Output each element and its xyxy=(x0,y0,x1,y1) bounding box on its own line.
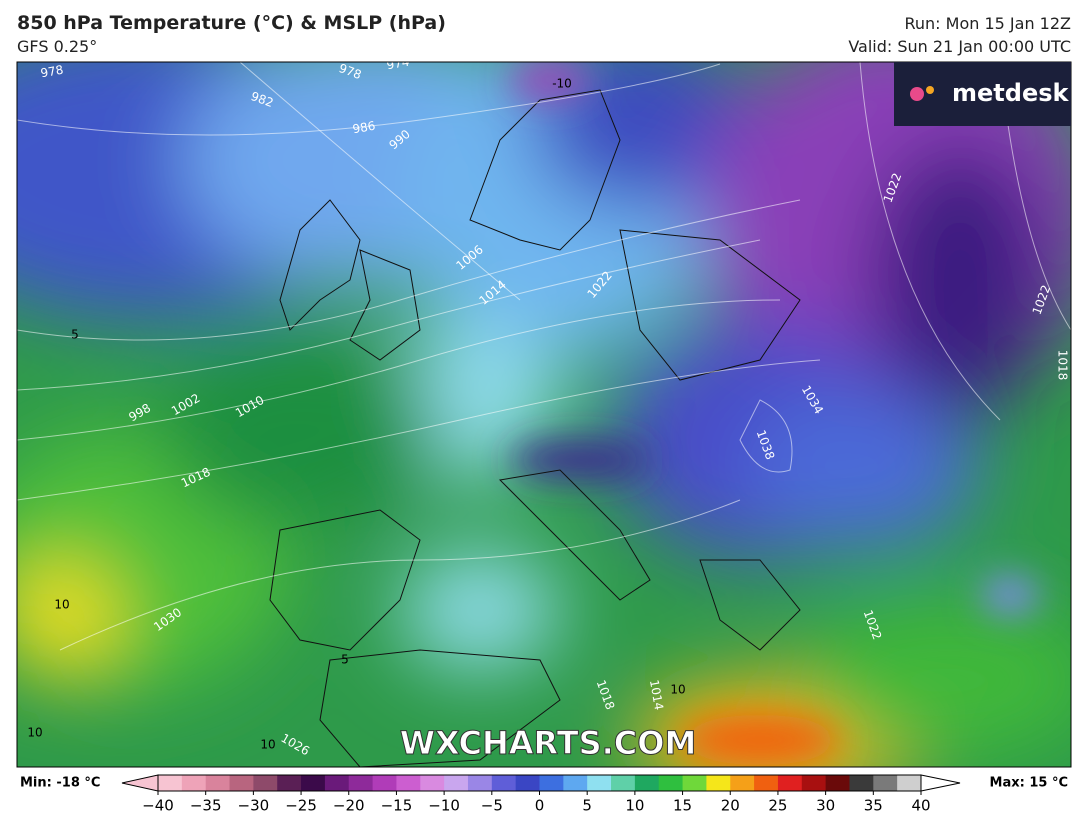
colorbar-segment xyxy=(897,775,922,791)
colorbar-segment xyxy=(587,775,612,791)
colorbar-segment xyxy=(205,775,231,791)
map-frame xyxy=(16,61,1072,768)
colorbar: −40 −35 −30 −25 −20 −15 −10 −5 0 5 10 15 20 25 30 35 40 xyxy=(121,774,961,815)
colorbar-tick-label: −15 xyxy=(381,797,413,815)
colorbar-segment xyxy=(730,775,755,791)
colorbar-segment xyxy=(682,775,707,791)
watermark: WXCHARTS.COM xyxy=(400,724,697,762)
colorbar-tick-label: −30 xyxy=(238,797,270,815)
colorbar-segment xyxy=(253,775,278,791)
colorbar-min: Min: -18 °C xyxy=(20,776,100,791)
colorbar-segment xyxy=(181,775,207,791)
colorbar-segment xyxy=(777,775,803,791)
isobars xyxy=(17,62,1071,651)
colorbar-tick-label: −10 xyxy=(428,797,460,815)
temperature-label: 10 xyxy=(260,738,275,752)
coastlines xyxy=(269,89,801,767)
colorbar-segment xyxy=(634,775,660,791)
logo-text: metdesk xyxy=(952,79,1070,107)
colorbar-segment xyxy=(658,775,684,791)
run-time: Run: Mon 15 Jan 12Z xyxy=(904,14,1072,33)
colorbar-segment xyxy=(301,775,326,791)
colorbar-segment xyxy=(491,775,517,791)
colorbar-tick-label: 20 xyxy=(721,797,740,815)
colorbar-tick-label: 15 xyxy=(673,797,692,815)
colorbar-segment xyxy=(801,775,827,791)
isobar-label: 1014 xyxy=(647,679,666,712)
colorbar-segment xyxy=(611,775,636,791)
colorbar-segment xyxy=(706,775,731,791)
temperature-label: 10 xyxy=(27,726,42,740)
colorbar-tick-label: −20 xyxy=(333,797,365,815)
colorbar-tick-label: 5 xyxy=(582,797,592,815)
colorbar-segment xyxy=(539,775,564,791)
colorbar-tick-label: 35 xyxy=(864,797,883,815)
colorbar-segment xyxy=(348,775,374,791)
colorbar-segment xyxy=(277,775,302,791)
temperature-label: 5 xyxy=(341,653,349,667)
isobar-label: 986 xyxy=(351,119,376,137)
colorbar-tick-label: 0 xyxy=(535,797,545,815)
temperature-label: 10 xyxy=(54,598,69,612)
colorbar-max: Max: 15 °C xyxy=(990,776,1068,791)
colorbar-end-high xyxy=(920,774,961,792)
map-title: 850 hPa Temperature (°C) & MSLP (hPa) xyxy=(17,12,446,34)
colorbar-tick-label: −5 xyxy=(481,797,503,815)
colorbar-tick-label: 25 xyxy=(768,797,787,815)
isobar-label: 978 xyxy=(39,63,64,81)
colorbar-tick-label: 40 xyxy=(911,797,930,815)
colorbar-segment xyxy=(396,775,421,791)
colorbar-end-low xyxy=(121,774,159,792)
colorbar-segment xyxy=(563,775,588,791)
colorbar-segment xyxy=(324,775,350,791)
temperature-label: 10 xyxy=(670,683,685,697)
colorbar-tick-label: 30 xyxy=(816,797,835,815)
logo-box: metdesk xyxy=(894,62,1071,126)
colorbar-segment xyxy=(849,775,874,791)
isobar-label: 1018 xyxy=(1056,350,1070,381)
isobar-label: 974 xyxy=(385,55,410,73)
colorbar-segment xyxy=(420,775,445,791)
colorbar-segment xyxy=(229,775,254,791)
temperature-label: 5 xyxy=(71,328,79,342)
colorbar-segment xyxy=(825,775,850,791)
colorbar-segment xyxy=(372,775,397,791)
temperature-label: -10 xyxy=(552,77,572,91)
colorbar-tick-label: −35 xyxy=(190,797,222,815)
colorbar-segment xyxy=(158,775,183,791)
colorbar-tick-label: −40 xyxy=(142,797,174,815)
colorbar-segment xyxy=(467,775,493,791)
colorbar-segment xyxy=(873,775,898,791)
colorbar-segment xyxy=(444,775,469,791)
colorbar-segment xyxy=(515,775,540,791)
colorbar-tick-label: −25 xyxy=(285,797,317,815)
model-name: GFS 0.25° xyxy=(17,37,98,56)
valid-time: Valid: Sun 21 Jan 00:00 UTC xyxy=(848,37,1071,56)
colorbar-tick-label: 10 xyxy=(625,797,644,815)
colorbar-segment xyxy=(754,775,779,791)
